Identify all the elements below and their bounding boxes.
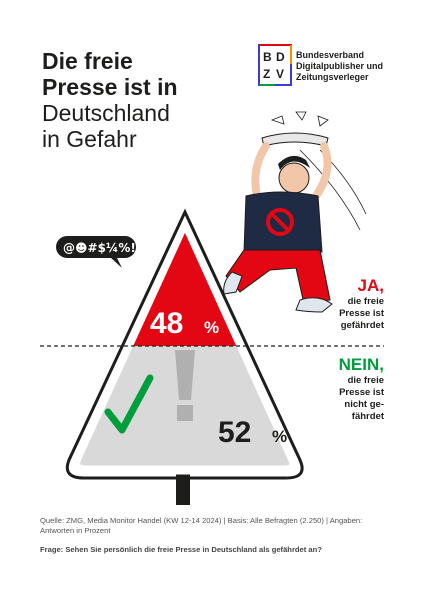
no-unit: % [272,427,287,446]
logo-letter-v: V [276,67,284,81]
answer-yes-line-1: die freie [347,296,384,307]
sign-post [176,465,190,505]
angry-man-illustration [223,111,367,313]
answer-no-key: NEIN, [338,355,384,374]
logo-letter-z: Z [263,67,270,81]
answer-no: NEIN, die freie Presse ist nicht ge- fäh… [339,355,384,423]
answer-yes-line-2: Presse ist [339,308,384,319]
sign-dark-border [65,208,304,480]
survey-question: Frage: Sehen Sie persönlich die freie Pr… [40,545,322,554]
title-line-1: Die freie [42,48,133,74]
exclamation-icon [175,350,195,421]
speech-bubble: @☻#$¼%! [56,236,136,268]
source-note: Quelle: ZMG, Media Monitor Handel (KW 12… [40,516,363,535]
answer-yes-key: JA, [357,276,384,295]
title-line-4: in Gefahr [42,126,137,152]
bdzv-logo: B D Z V [258,44,292,86]
logo-line-3: Zeitungsverleger [296,72,369,82]
sign-outer-border [71,211,299,475]
checkmark-icon [104,374,154,434]
answer-no-line-1: die freie [347,375,384,386]
yes-value: 48 [150,307,183,340]
answer-no-line-4: fährdet [351,411,384,422]
newspaper-icon [261,111,329,147]
answer-yes-line-3: gefährdet [340,320,384,331]
prohibition-icon [266,208,294,236]
title-line-3: Deutschland [42,100,170,126]
answer-no-line-2: Presse ist [339,387,384,398]
answer-yes: JA, die freie Presse ist gefährdet [339,276,384,332]
logo-line-2: Digitalpublisher und [296,61,383,71]
speech-bubble-text: @☻#$¼%! [63,241,136,255]
logo-text: Bundesverband Digitalpublisher und Zeitu… [296,50,416,83]
logo-letter-d: D [276,50,285,64]
logo-letter-b: B [263,50,272,64]
logo-line-1: Bundesverband [296,50,365,60]
no-value: 52 [218,416,251,449]
title-line-2: Presse ist in [42,74,178,100]
yes-unit: % [204,318,219,337]
answer-no-line-3: nicht ge- [344,399,384,410]
